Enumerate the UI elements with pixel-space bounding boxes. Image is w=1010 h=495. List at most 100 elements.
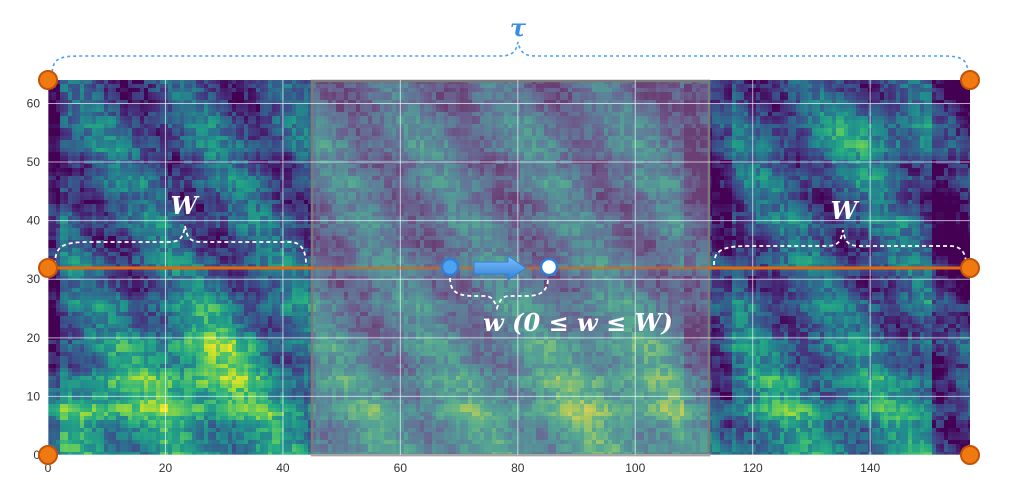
spectrogram-cell <box>64 84 69 89</box>
spectrogram-cell <box>180 92 185 97</box>
spectrogram-cell <box>168 260 173 265</box>
spectrogram-cell <box>248 116 253 121</box>
spectrogram-cell <box>204 84 209 89</box>
spectrogram-cell <box>80 128 85 133</box>
spectrogram-cell <box>256 196 261 201</box>
spectrogram-cell <box>136 168 141 173</box>
spectrogram-cell <box>228 104 233 109</box>
spectrogram-cell <box>232 276 237 281</box>
spectrogram-cell <box>212 172 217 177</box>
spectrogram-cell <box>176 292 181 297</box>
spectrogram-cell <box>104 172 109 177</box>
spectrogram-cell <box>168 404 173 409</box>
spectrogram-cell <box>228 112 233 117</box>
spectrogram-cell <box>80 404 85 409</box>
spectrogram-cell <box>240 432 245 437</box>
spectrogram-cell <box>160 384 165 389</box>
spectrogram-cell <box>256 372 261 377</box>
spectrogram-cell <box>188 184 193 189</box>
spectrogram-cell <box>176 172 181 177</box>
spectrogram-cell <box>80 132 85 137</box>
spectrogram-cell <box>232 204 237 209</box>
spectrogram-cell <box>84 348 89 353</box>
spectrogram-cell <box>60 116 65 121</box>
spectrogram-cell <box>240 408 245 413</box>
spectrogram-cell <box>216 420 221 425</box>
spectrogram-cell <box>200 228 205 233</box>
spectrogram-cell <box>152 368 157 373</box>
spectrogram-cell <box>164 404 169 409</box>
spectrogram-cell <box>244 148 249 153</box>
spectrogram-cell <box>220 108 225 113</box>
spectrogram-cell <box>68 196 73 201</box>
spectrogram-cell <box>136 324 141 329</box>
spectrogram-cell <box>76 104 81 109</box>
spectrogram-cell <box>148 276 153 281</box>
spectrogram-cell <box>80 444 85 449</box>
spectrogram-cell <box>92 380 97 385</box>
spectrogram-cell <box>136 296 141 301</box>
spectrogram-cell <box>56 304 61 309</box>
spectrogram-cell <box>140 124 145 129</box>
spectrogram-cell <box>220 224 225 229</box>
spectrogram-cell <box>164 216 169 221</box>
spectrogram-cell <box>256 364 261 369</box>
spectrogram-cell <box>204 300 209 305</box>
spectrogram-cell <box>148 216 153 221</box>
spectrogram-cell <box>168 272 173 277</box>
spectrogram-cell <box>124 144 129 149</box>
spectrogram-cell <box>200 176 205 181</box>
spectrogram-cell <box>220 420 225 425</box>
spectrogram-cell <box>208 404 213 409</box>
spectrogram-cell <box>80 332 85 337</box>
spectrogram-cell <box>252 312 257 317</box>
spectrogram-cell <box>60 376 65 381</box>
spectrogram-cell <box>144 104 149 109</box>
spectrogram-cell <box>184 252 189 257</box>
spectrogram-cell <box>92 356 97 361</box>
spectrogram-cell <box>196 448 201 453</box>
spectrogram-cell <box>72 124 77 129</box>
spectrogram-cell <box>240 280 245 285</box>
spectrogram-cell <box>156 412 161 417</box>
spectrogram-cell <box>172 408 177 413</box>
spectrogram-cell <box>216 376 221 381</box>
spectrogram-cell <box>256 376 261 381</box>
spectrogram-cell <box>244 88 249 93</box>
spectrogram-cell <box>188 128 193 133</box>
spectrogram-cell <box>164 116 169 121</box>
spectrogram-cell <box>92 116 97 121</box>
spectrogram-cell <box>172 444 177 449</box>
spectrogram-cell <box>180 88 185 93</box>
spectrogram-cell <box>80 232 85 237</box>
spectrogram-cell <box>240 348 245 353</box>
spectrogram-cell <box>148 296 153 301</box>
spectrogram-cell <box>216 408 221 413</box>
spectrogram-cell <box>236 332 241 337</box>
spectrogram-cell <box>92 384 97 389</box>
spectrogram-cell <box>248 156 253 161</box>
spectrogram-cell <box>232 356 237 361</box>
spectrogram-cell <box>96 164 101 169</box>
spectrogram-cell <box>124 400 129 405</box>
spectrogram-cell <box>228 120 233 125</box>
spectrogram-cell <box>216 168 221 173</box>
spectrogram-cell <box>84 116 89 121</box>
spectrogram-cell <box>152 144 157 149</box>
spectrogram-cell <box>160 176 165 181</box>
spectrogram-cell <box>100 176 105 181</box>
spectrogram-cell <box>136 152 141 157</box>
spectrogram-cell <box>72 348 77 353</box>
spectrogram-cell <box>56 240 61 245</box>
spectrogram-cell <box>160 108 165 113</box>
spectrogram-cell <box>228 164 233 169</box>
spectrogram-cell <box>220 96 225 101</box>
spectrogram-cell <box>224 140 229 145</box>
spectrogram-cell <box>196 80 201 85</box>
spectrogram-cell <box>228 184 233 189</box>
spectrogram-cell <box>252 404 257 409</box>
spectrogram-cell <box>48 140 53 145</box>
spectrogram-cell <box>132 128 137 133</box>
spectrogram-cell <box>100 120 105 125</box>
spectrogram-cell <box>248 316 253 321</box>
